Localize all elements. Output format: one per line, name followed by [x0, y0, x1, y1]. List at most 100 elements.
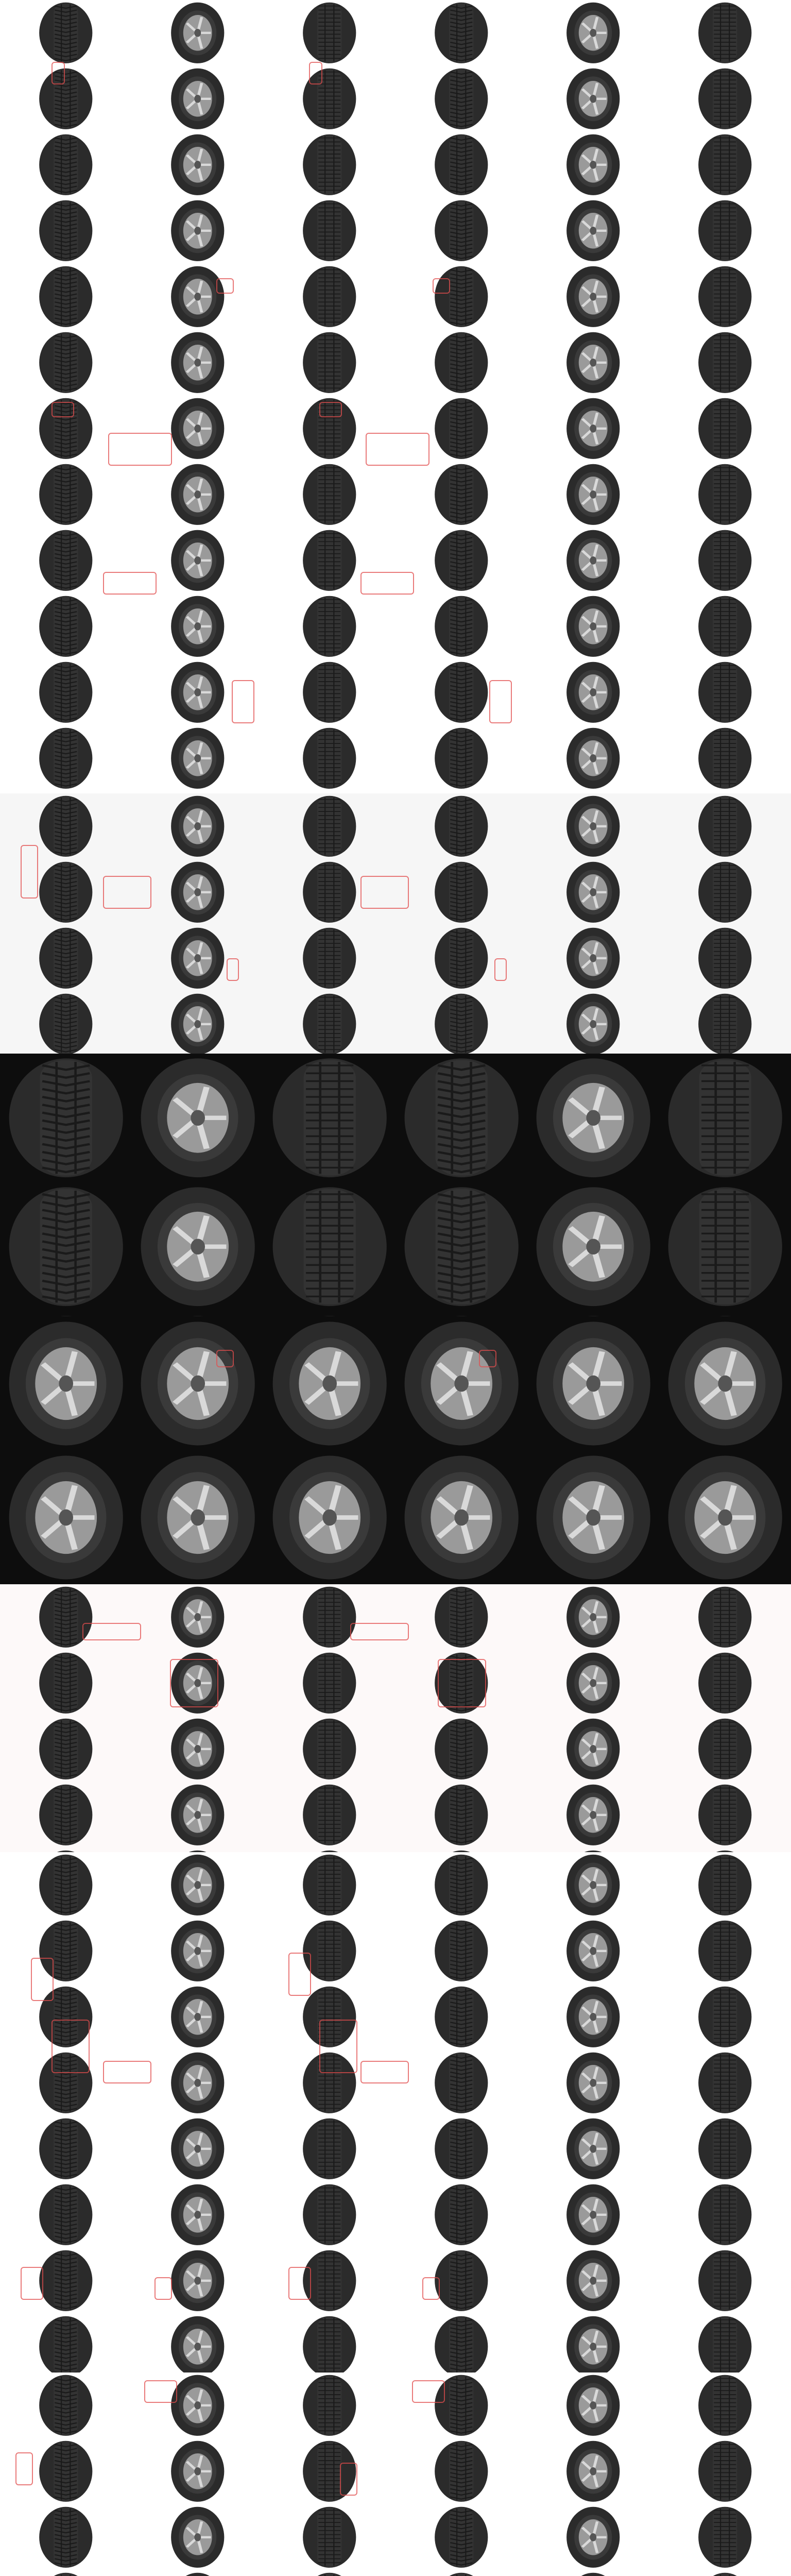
tire-image: [565, 67, 621, 130]
tire-image: [302, 1854, 357, 1917]
tire-image: [302, 1652, 357, 1715]
red-annotation-mark: [366, 433, 429, 466]
red-annotation-mark: [51, 2020, 90, 2073]
tire-image: [270, 1320, 389, 1447]
tire-image: [38, 1718, 94, 1781]
tire-image: [302, 927, 357, 990]
red-annotation-mark: [170, 1659, 218, 1707]
red-annotation-mark: [31, 1958, 54, 2001]
tire-image: [302, 133, 357, 196]
tire-image: [697, 795, 753, 858]
tire-image: [38, 2183, 94, 2246]
tire-image: [565, 1920, 621, 1982]
tire-image: [565, 661, 621, 724]
tire-image: [302, 2572, 357, 2576]
tire-image: [434, 397, 489, 460]
tire-image: [170, 795, 226, 858]
tire-image: [697, 861, 753, 924]
tire-image: [270, 1454, 389, 1581]
tire-image: [170, 927, 226, 990]
tire-image: [38, 1850, 94, 1852]
tire-image: [170, 2315, 226, 2372]
tire-image: [38, 861, 94, 924]
tire-image: [534, 1314, 652, 1316]
tire-image: [434, 2, 489, 64]
collage-band: [0, 1054, 791, 1316]
tire-image: [565, 1854, 621, 1917]
tire-image: [170, 265, 226, 328]
tire-image: [302, 1850, 357, 1852]
tire-image: [139, 1057, 257, 1179]
tire-image: [7, 1314, 125, 1316]
tire-image: [302, 331, 357, 394]
tire-image: [38, 265, 94, 328]
red-annotation-mark: [288, 2267, 311, 2300]
tire-image: [302, 661, 357, 724]
tire-image: [565, 595, 621, 658]
tire-image: [38, 2117, 94, 2180]
tire-image: [434, 529, 489, 592]
tire-image: [170, 2506, 226, 2569]
tire-image: [38, 2, 94, 64]
tire-image: [170, 463, 226, 526]
tire-image: [565, 1718, 621, 1781]
red-annotation-mark: [82, 1623, 141, 1640]
tire-image: [38, 2506, 94, 2569]
tire-image: [565, 2249, 621, 2312]
tire-image: [302, 1920, 357, 1982]
tire-image: [565, 2315, 621, 2372]
tire-image: [697, 2315, 753, 2372]
tire-image: [270, 1057, 389, 1179]
tire-image: [434, 2572, 489, 2576]
tire-image: [302, 595, 357, 658]
tire-image: [402, 1185, 521, 1308]
tire-image: [565, 1784, 621, 1846]
tire-image: [7, 1320, 125, 1447]
red-annotation-mark: [144, 2380, 177, 2403]
collage-band: [0, 2372, 791, 2576]
tire-image: [697, 2440, 753, 2503]
tire-image: [697, 661, 753, 724]
tire-image: [434, 2440, 489, 2503]
tire-image: [434, 727, 489, 790]
red-annotation-mark: [21, 845, 38, 899]
tire-image: [139, 1314, 257, 1316]
tire-image: [38, 1586, 94, 1649]
tire-image: [434, 331, 489, 394]
tire-image: [434, 1986, 489, 2048]
tire-image: [38, 927, 94, 990]
tire-image: [666, 1314, 784, 1316]
tire-image: [170, 1850, 226, 1852]
red-annotation-mark: [360, 2061, 409, 2083]
tire-image: [565, 199, 621, 262]
tire-image: [170, 2440, 226, 2503]
tire-image: [302, 1718, 357, 1781]
tire-image: [302, 463, 357, 526]
tire-image: [666, 1454, 784, 1581]
tire-image: [697, 1652, 753, 1715]
tire-image: [434, 1652, 489, 1715]
tire-image: [697, 463, 753, 526]
tire-image: [434, 1850, 489, 1852]
tire-image: [697, 265, 753, 328]
tire-image: [565, 927, 621, 990]
tire-image: [402, 1314, 521, 1316]
tire-image: [38, 463, 94, 526]
tire-image: [170, 727, 226, 790]
tire-image: [434, 1920, 489, 1982]
tire-image: [38, 795, 94, 858]
tire-image: [697, 927, 753, 990]
tire-image: [302, 2315, 357, 2372]
tire-image: [434, 199, 489, 262]
red-annotation-mark: [494, 958, 507, 981]
tire-image: [697, 1854, 753, 1917]
tire-image: [565, 2117, 621, 2180]
tire-image: [697, 397, 753, 460]
tire-image: [302, 2440, 357, 2503]
tire-image: [697, 2052, 753, 2114]
tire-image: [139, 1454, 257, 1581]
tire-image: [38, 2315, 94, 2372]
tire-image: [666, 1057, 784, 1179]
tire-image: [534, 1185, 652, 1308]
tire-image: [666, 1320, 784, 1447]
